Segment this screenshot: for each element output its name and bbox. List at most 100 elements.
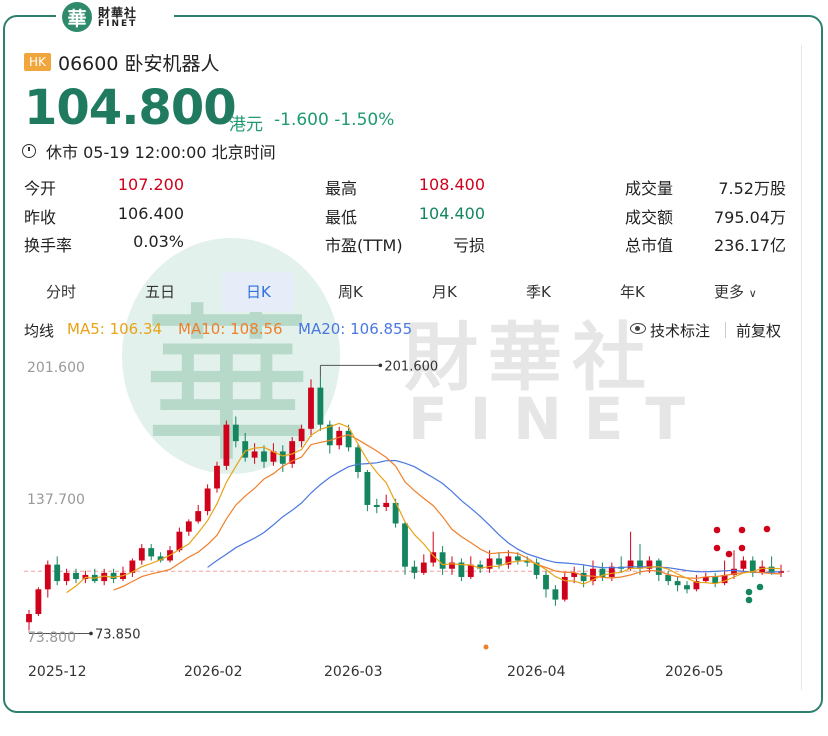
candle-body bbox=[524, 560, 531, 563]
candle-body bbox=[420, 562, 427, 573]
buy-signal-dot bbox=[713, 526, 721, 534]
candle-body bbox=[580, 572, 587, 582]
candle-body bbox=[608, 566, 615, 577]
mktcap-value: 236.17亿 bbox=[714, 236, 786, 255]
candle-body bbox=[214, 465, 220, 489]
candle-body bbox=[533, 562, 540, 575]
candle-body bbox=[73, 572, 79, 580]
candle-body bbox=[35, 589, 42, 615]
y-tick-label: 73.800 bbox=[27, 630, 76, 646]
candle-body bbox=[148, 548, 155, 557]
amount-value: 795.04万 bbox=[714, 208, 786, 227]
candle-body bbox=[552, 589, 559, 600]
candle-body bbox=[571, 572, 578, 577]
pe-value: 亏损 bbox=[452, 236, 485, 255]
ma20-line bbox=[207, 459, 782, 574]
candle-body bbox=[505, 556, 512, 565]
candle-body bbox=[646, 560, 653, 569]
forward-adjust-toggle[interactable]: 前复权 bbox=[736, 322, 782, 340]
tab-yearly-k[interactable]: 年K bbox=[620, 283, 645, 301]
price-change: -1.600 -1.50% bbox=[274, 110, 394, 130]
technical-annotation-toggle[interactable]: 技术标注 bbox=[650, 322, 711, 340]
scrollbar-track[interactable] bbox=[801, 45, 802, 690]
low-marker-dot bbox=[89, 631, 93, 636]
candle-body bbox=[458, 562, 465, 577]
chevron-down-icon: ∨ bbox=[748, 287, 757, 300]
market-status: 休市 05-19 12:00:00 北京时间 bbox=[22, 139, 276, 163]
candle-body bbox=[308, 387, 314, 429]
candle-body bbox=[336, 430, 343, 446]
candle-body bbox=[279, 451, 286, 464]
candle-body bbox=[702, 576, 709, 582]
y-tick-label: 137.700 bbox=[27, 492, 85, 508]
x-tick-label: 2026-03 bbox=[324, 664, 383, 680]
candle-body bbox=[129, 560, 136, 573]
candle-body bbox=[54, 564, 61, 582]
candle-body bbox=[561, 576, 568, 600]
period-tabs: 分时 五日 日K 周K 月K 季K 年K 更多 ∨ bbox=[24, 281, 794, 303]
candle-body bbox=[204, 488, 211, 512]
candle-body bbox=[514, 556, 521, 561]
tab-five-day[interactable]: 五日 bbox=[145, 283, 176, 301]
candle-body bbox=[373, 504, 380, 507]
buy-signal-dot bbox=[738, 544, 746, 552]
x-tick-label: 2026-05 bbox=[665, 664, 724, 680]
turnover-label: 换手率 bbox=[24, 236, 73, 255]
candle-body bbox=[665, 574, 672, 582]
buy-signal-dot bbox=[713, 544, 721, 552]
candle-body bbox=[731, 568, 737, 575]
candle-body bbox=[430, 552, 437, 563]
candle-body bbox=[223, 424, 230, 466]
ma20-value: MA20: 106.855 bbox=[298, 320, 413, 338]
status-text: 休市 05-19 12:00:00 北京时间 bbox=[46, 143, 276, 162]
turnover-value: 0.03% bbox=[133, 232, 184, 251]
change-percent: -1.50% bbox=[334, 110, 395, 130]
tab-intraday[interactable]: 分时 bbox=[46, 283, 77, 301]
candle-body bbox=[439, 552, 446, 569]
candle-body bbox=[251, 451, 258, 458]
ma5-line bbox=[66, 422, 782, 594]
candle-body bbox=[449, 562, 455, 569]
tab-quarterly-k[interactable]: 季K bbox=[526, 283, 551, 301]
logo-name-en: FINET bbox=[98, 19, 138, 29]
candle-body bbox=[138, 548, 145, 561]
candle-body bbox=[185, 521, 192, 532]
candle-body bbox=[712, 576, 719, 584]
tab-more[interactable]: 更多 ∨ bbox=[714, 281, 757, 302]
low-label: 最低 bbox=[325, 208, 358, 227]
candle-body bbox=[477, 564, 484, 569]
candle-body bbox=[496, 558, 502, 565]
candle-body bbox=[590, 568, 596, 582]
prev-close-value: 106.400 bbox=[117, 204, 184, 223]
tab-monthly-k[interactable]: 月K bbox=[432, 283, 457, 301]
candle-body bbox=[355, 447, 361, 473]
candle-body bbox=[749, 560, 756, 573]
candle-body bbox=[326, 424, 333, 446]
active-tab-highlight bbox=[222, 272, 294, 312]
tab-weekly-k[interactable]: 周K bbox=[338, 283, 363, 301]
candle-body bbox=[768, 566, 775, 573]
watermark-name-cn: 財華社 bbox=[404, 315, 656, 401]
candle-body bbox=[317, 387, 324, 425]
candle-body bbox=[364, 472, 371, 505]
candle-body bbox=[195, 511, 202, 522]
watermark-name-en: FINET bbox=[408, 385, 707, 453]
amount-label: 成交额 bbox=[625, 208, 674, 227]
tab-daily-k[interactable]: 日K bbox=[246, 283, 271, 301]
event-marker-dot bbox=[483, 644, 489, 650]
finet-logo: 華 財華社 FINET bbox=[56, 0, 174, 34]
candle-body bbox=[242, 441, 249, 458]
buy-signal-dot bbox=[725, 550, 733, 558]
high-label: 最高 bbox=[325, 179, 358, 198]
candle-body bbox=[721, 574, 728, 584]
sell-signal-dot bbox=[756, 583, 764, 591]
high-marker-label: 201.600 bbox=[384, 359, 438, 374]
sell-signal-dot bbox=[745, 588, 753, 596]
buy-signal-dot bbox=[738, 526, 746, 534]
pe-label: 市盈(TTM) bbox=[325, 236, 403, 255]
candle-body bbox=[655, 560, 662, 575]
eye-icon[interactable] bbox=[630, 323, 646, 334]
candle-body bbox=[101, 572, 108, 582]
candle-body bbox=[693, 581, 700, 590]
